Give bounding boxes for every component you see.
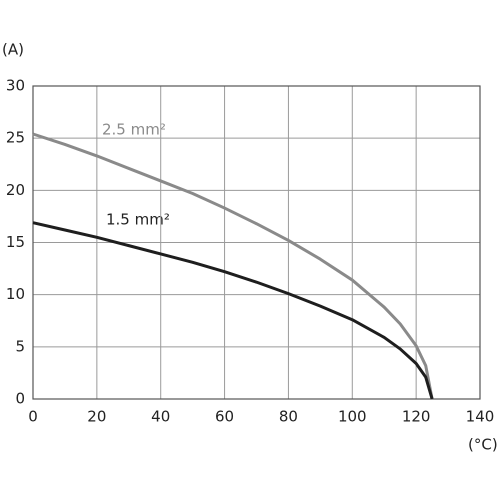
y-axis-label: (A) — [2, 41, 24, 59]
y-tick-label: 20 — [6, 181, 25, 199]
x-tick-label: 0 — [28, 408, 38, 426]
x-axis-label: (°C) — [468, 436, 498, 454]
series-label: 2.5 mm² — [102, 121, 166, 139]
x-tick-label: 120 — [402, 408, 431, 426]
y-tick-label: 15 — [6, 233, 25, 251]
line-series — [32, 221, 434, 400]
x-tick-label: 80 — [279, 408, 298, 426]
y-tick-label: 30 — [6, 77, 25, 95]
x-tick-label: 60 — [215, 408, 234, 426]
y-tick-label: 5 — [15, 337, 25, 355]
x-tick-label: 20 — [87, 408, 106, 426]
x-tick-label: 100 — [338, 408, 367, 426]
x-tick-label: 40 — [151, 408, 170, 426]
line-series — [32, 132, 434, 400]
series-label: 1.5 mm² — [106, 211, 170, 229]
plot-frame — [32, 85, 481, 400]
x-tick-label: 140 — [466, 408, 495, 426]
y-tick-label: 10 — [6, 285, 25, 303]
y-tick-label: 0 — [15, 390, 25, 408]
y-tick-label: 25 — [6, 129, 25, 147]
